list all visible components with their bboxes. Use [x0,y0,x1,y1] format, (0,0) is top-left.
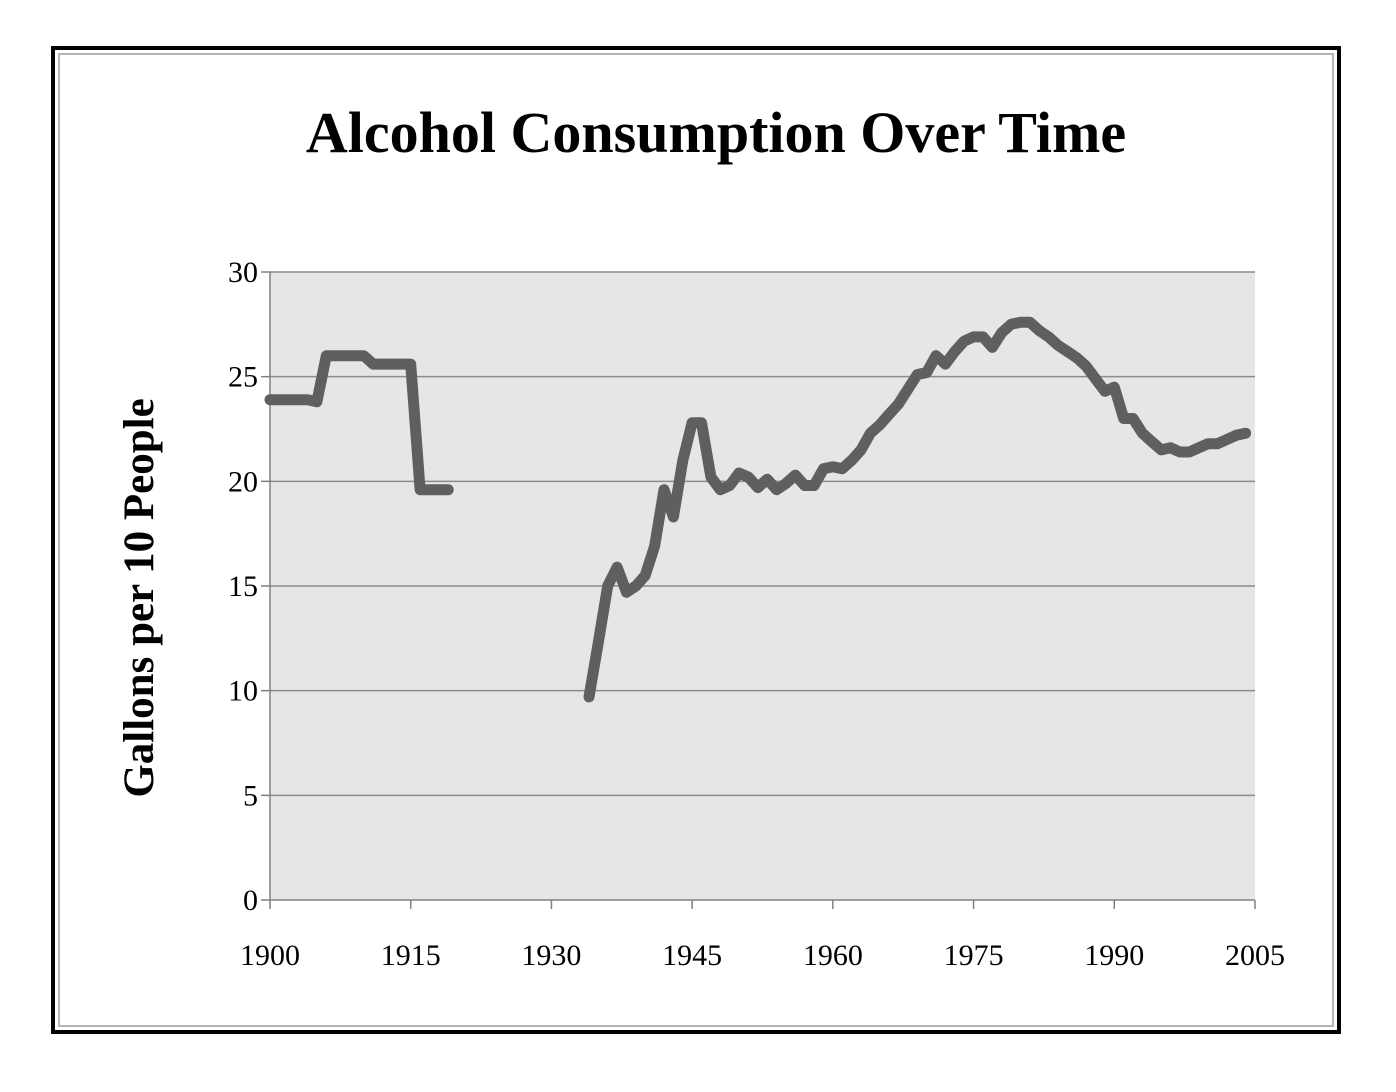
series-line-segment-2 [583,316,1252,703]
x-tick-label: 1930 [521,939,581,972]
x-tick-label: 1960 [803,939,863,972]
y-tick-label: 20 [228,465,258,498]
x-tick-label: 1915 [381,939,441,972]
y-tick-label: 10 [228,675,258,708]
axes [261,271,1256,909]
x-tick-label: 1945 [662,939,722,972]
y-tick-label: 5 [243,779,258,812]
chart-title: Alcohol Consumption Over Time [306,100,1126,165]
y-tick-label: 30 [228,256,258,289]
series-lines [264,316,1252,703]
y-tick-label: 15 [228,570,258,603]
series-line-segment-1 [264,350,454,496]
x-tick-label: 1990 [1084,939,1144,972]
y-tick-label: 0 [243,884,258,917]
x-tick-labels: 1900 1915 1930 1945 1960 1975 1990 2005 [240,939,1285,972]
y-tick-labels: 0 5 10 15 20 25 30 [228,256,258,917]
x-tick-label: 1975 [944,939,1004,972]
y-axis-label: Gallons per 10 People [116,398,163,797]
x-tick-label: 2005 [1225,939,1285,972]
chart-frame-inner-border [58,53,1334,1027]
x-tick-label: 1900 [240,939,300,972]
y-tick-label: 25 [228,361,258,394]
